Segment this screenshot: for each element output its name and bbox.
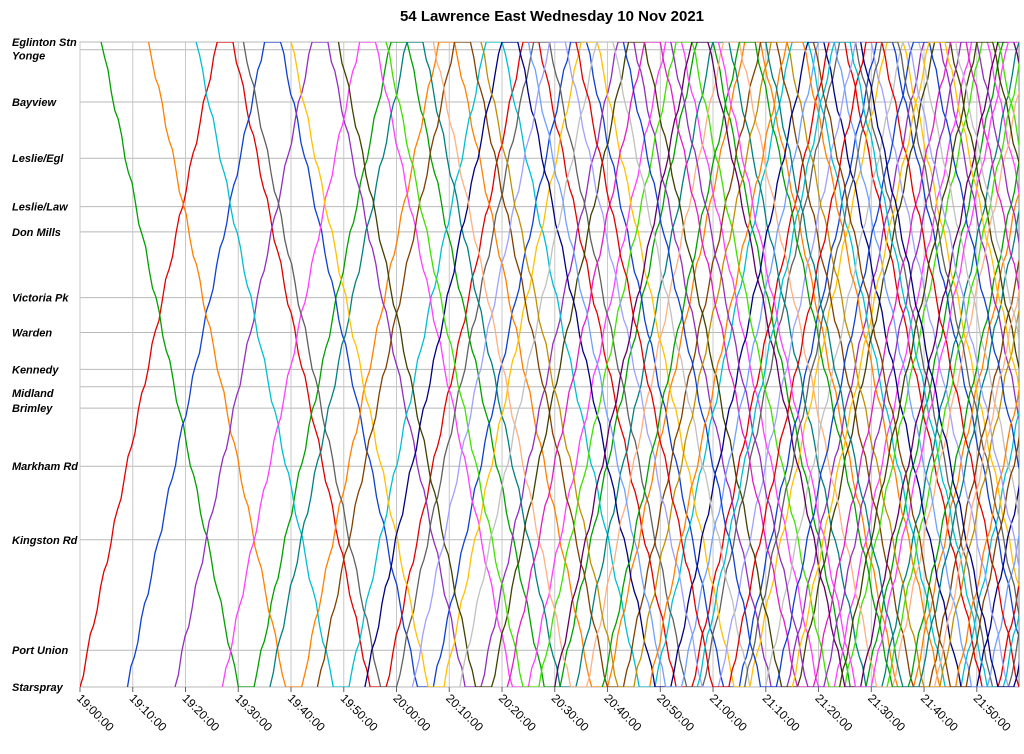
- series-group: [80, 42, 1019, 687]
- vehicle-trace: [886, 60, 1019, 687]
- vehicle-trace: [554, 42, 1019, 687]
- tick-label: 19:30:00: [232, 691, 275, 734]
- chart-title: 54 Lawrence East Wednesday 10 Nov 2021: [399, 8, 705, 25]
- vehicle-trace: [933, 287, 1019, 687]
- stop-label: Leslie/Law: [12, 202, 69, 214]
- stop-label: Don Mills: [12, 227, 61, 239]
- stop-label: Kingston Rd: [12, 535, 78, 547]
- tick-label: 19:40:00: [285, 691, 328, 734]
- tick-label: 21:10:00: [760, 691, 803, 734]
- stop-label: Victoria Pk: [12, 293, 69, 305]
- vehicle-trace: [791, 42, 1019, 687]
- stop-label: Midland: [12, 388, 54, 400]
- stop-label: Warden: [12, 328, 52, 340]
- stop-label: Kennedy: [12, 364, 59, 376]
- vehicle-trace: [622, 42, 1019, 687]
- vehicle-trace: [337, 42, 1019, 687]
- vehicle-trace: [907, 42, 1019, 570]
- vehicle-trace: [459, 42, 1019, 687]
- stop-label: Markham Rd: [12, 461, 78, 473]
- stop-label: Leslie/Egl: [12, 153, 64, 165]
- tick-label: 20:20:00: [496, 691, 539, 734]
- vehicle-trace: [269, 42, 1019, 687]
- tick-label: 20:40:00: [601, 691, 644, 734]
- tick-label: 21:40:00: [918, 691, 961, 734]
- vehicle-trace: [744, 42, 1019, 687]
- vehicle-trace: [80, 42, 1019, 687]
- vehicle-trace: [860, 42, 1019, 687]
- vehicle-trace: [649, 42, 1019, 687]
- vehicle-trace: [506, 42, 1019, 687]
- tick-label: 21:30:00: [865, 691, 908, 734]
- vehicle-trace: [411, 42, 1019, 687]
- vehicle-trace: [717, 42, 1019, 687]
- tick-label: 20:30:00: [549, 691, 592, 734]
- vehicle-trace: [812, 42, 1019, 687]
- vehicle-trace: [316, 42, 1019, 687]
- vehicle-trace: [364, 42, 1019, 687]
- vehicle-trace: [290, 42, 1019, 687]
- tick-label: 21:50:00: [971, 691, 1014, 734]
- vehicle-trace: [765, 42, 1019, 687]
- stop-label: Yonge: [12, 51, 45, 63]
- tick-label: 21:00:00: [707, 691, 750, 734]
- vehicle-trace: [601, 42, 1019, 687]
- vehicle-trace: [575, 42, 1019, 687]
- vehicle-trace: [480, 42, 1019, 687]
- stop-label: Port Union: [12, 645, 68, 657]
- vehicle-trace: [174, 42, 1019, 687]
- stop-label: Bayview: [12, 97, 57, 109]
- vehicle-trace: [100, 42, 1019, 687]
- tick-label: 20:10:00: [443, 691, 486, 734]
- vehicle-trace: [385, 42, 1019, 687]
- tick-label: 19:10:00: [127, 691, 170, 734]
- tick-label: 19:50:00: [338, 691, 381, 734]
- vehicle-trace: [195, 42, 1019, 687]
- tick-label: 19:20:00: [179, 691, 222, 734]
- vehicle-trace: [527, 42, 1019, 687]
- stop-label: Starspray: [12, 682, 64, 694]
- stop-label: Eglinton Stn: [12, 37, 77, 49]
- tick-label: 21:20:00: [812, 691, 855, 734]
- tick-label: 20:50:00: [654, 691, 697, 734]
- tick-label: 19:00:00: [74, 691, 117, 734]
- tick-label: 20:00:00: [390, 691, 433, 734]
- vehicle-trace: [838, 42, 1019, 687]
- stop-label: Brimley: [12, 403, 53, 415]
- vehicle-trace: [955, 42, 1019, 345]
- vehicle-trace: [670, 42, 1019, 687]
- vehicle-trace: [696, 42, 1019, 687]
